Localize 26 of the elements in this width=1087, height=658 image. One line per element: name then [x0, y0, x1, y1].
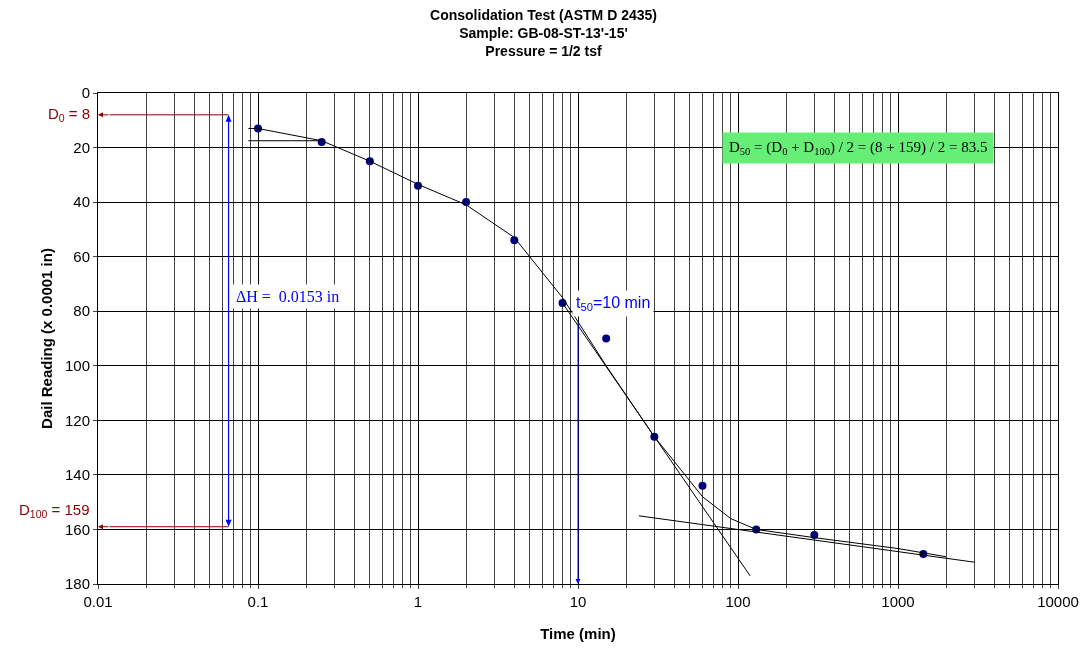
annotation: t$_{50}$=10 min	[576, 294, 651, 314]
y-axis-title: Dail Reading (x 0.0001 in)	[38, 248, 56, 429]
x-tick-label: 100	[725, 593, 751, 610]
x-tick-label: 1	[413, 593, 423, 610]
chart-subtitle: Sample: GB-08-ST-13'-15' Pressure = 1/2 tsf	[459, 24, 628, 60]
y-tick-label: 160	[64, 520, 90, 538]
x-tick-label: 0.01	[83, 593, 113, 610]
y-tick-label: 40	[73, 193, 90, 211]
y-tick-label: 140	[64, 466, 90, 484]
y-tick-label: 60	[73, 247, 90, 265]
annotation: D$_{50}$ = (D$_{0}$ + D$_{100}$) / 2 = (8 + 159) / 2 = 83.5	[729, 139, 988, 158]
chart-title: Consolidation Test (ASTM D 2435)	[430, 6, 657, 23]
y-tick-label: 80	[73, 302, 90, 320]
x-axis-title: Time (min)	[540, 625, 616, 642]
y-tick-label: 180	[64, 575, 90, 593]
annotation: ΔH = 0.0153 in	[236, 288, 340, 305]
ref-line-label: D$_{0}$ = 8	[48, 105, 91, 125]
ref-line-label: D$_{100}$ = 159	[19, 501, 90, 521]
y-tick-label: 100	[64, 357, 90, 375]
y-tick-label: 20	[73, 138, 90, 156]
y-tick-label: 120	[64, 411, 90, 429]
x-tick-label: 10	[569, 593, 587, 610]
x-tick-label: 1000	[881, 593, 915, 610]
x-tick-label: 0.1	[247, 593, 269, 610]
x-tick-label: 10000	[1037, 593, 1079, 610]
y-tick-label: 0	[81, 84, 90, 102]
